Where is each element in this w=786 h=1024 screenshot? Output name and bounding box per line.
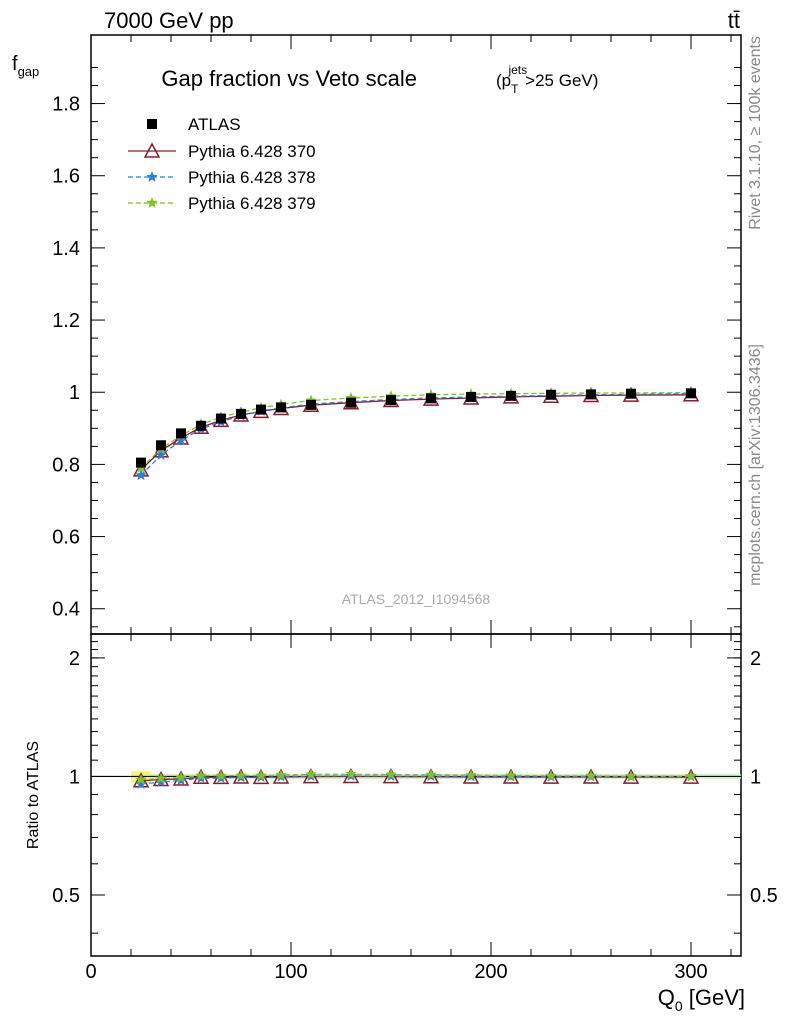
chart-title: Gap fraction vs Veto scale: [161, 66, 417, 91]
ratio-point: [385, 768, 397, 780]
ratio-point: [255, 769, 267, 781]
process-label: tt̄: [728, 8, 740, 33]
x-tick-label: 300: [674, 961, 707, 983]
legend-marker: [146, 171, 158, 182]
ratio-point: [545, 769, 557, 781]
x-axis-label: Q0 [GeV]: [658, 985, 745, 1014]
data-point: [586, 389, 596, 400]
data-point: [345, 392, 357, 403]
data-point: [506, 390, 516, 401]
series-2: [135, 387, 697, 481]
x-tick-label: 0: [85, 961, 96, 983]
data-point: [196, 420, 206, 431]
y-axis-label: fgap: [12, 53, 39, 79]
ratio-point: [685, 770, 697, 781]
ratio-tick-label: 1: [69, 766, 80, 788]
data-point: [426, 393, 436, 404]
ratio-point: [462, 768, 480, 784]
ratio-point: [135, 778, 147, 789]
ratio-point: [215, 769, 227, 781]
ratio-line: [140, 773, 691, 781]
ratio-point: [422, 768, 440, 784]
data-point: [276, 402, 286, 413]
series-0: [136, 388, 696, 468]
y-tick-label: 0.6: [52, 527, 80, 549]
ratio-tick-label: 0.5: [52, 885, 80, 907]
ratio-plot-frame: [90, 633, 742, 957]
legend-marker: [146, 197, 158, 208]
data-point: [156, 440, 166, 451]
legend-marker: [147, 119, 157, 129]
analysis-id-watermark: ATLAS_2012_I1094568: [342, 591, 491, 607]
data-point: [155, 449, 167, 460]
ratio-point: [135, 773, 147, 785]
data-point: [216, 413, 226, 424]
x-tick-label: 100: [274, 961, 307, 983]
ratio-point: [345, 768, 357, 779]
y-tick-label: 1.2: [52, 310, 80, 332]
ratio-line: [140, 775, 692, 785]
ratio-point: [235, 769, 247, 781]
data-point: [256, 404, 266, 415]
data-point: [236, 408, 246, 419]
series-1: [132, 386, 700, 477]
ratio-tick-label: 2: [750, 648, 761, 670]
legend-entry: Pythia 6.428 378: [128, 168, 316, 187]
ratio-tick-label: 1: [750, 766, 761, 788]
data-point: [306, 399, 316, 410]
data-point: [466, 391, 476, 402]
y-tick-label: 1.8: [52, 94, 80, 116]
collision-label: 7000 GeV pp: [104, 8, 234, 33]
ratio-point: [465, 769, 477, 780]
data-point: [135, 469, 147, 481]
legend-marker: [143, 142, 161, 158]
legend-label: Pythia 6.428 370: [188, 142, 316, 161]
ratio-point: [175, 771, 187, 783]
legend-label: Pythia 6.428 379: [188, 194, 316, 213]
data-point: [686, 388, 696, 399]
data-point: [136, 457, 146, 468]
data-point: [175, 434, 187, 446]
y-tick-label: 1.6: [52, 166, 80, 188]
ratio-tick-label: 2: [69, 648, 80, 670]
ratio-tick-label: 0.5: [750, 885, 778, 907]
x-tick-label: 200: [474, 961, 507, 983]
ratio-point: [382, 768, 400, 784]
ratio-point: [195, 769, 207, 781]
data-point: [346, 397, 356, 408]
y-tick-label: 1: [69, 382, 80, 404]
ratio-point: [305, 768, 317, 780]
data-point: [386, 395, 396, 406]
legend-label: ATLAS: [188, 115, 241, 134]
ratio-y-axis-label: Ratio to ATLAS: [25, 741, 42, 849]
ratio-point: [302, 768, 320, 784]
ratio-point: [132, 772, 150, 788]
ratio-series-3: [135, 768, 697, 785]
series-line: [140, 391, 692, 469]
legend-entry: Pythia 6.428 379: [128, 194, 316, 213]
mcplots-source-label: mcplots.cern.ch [arXiv:1306.3436]: [747, 344, 764, 586]
y-tick-label: 1.4: [52, 238, 80, 260]
legend-entry: Pythia 6.428 370: [128, 142, 316, 161]
ratio-point: [585, 769, 597, 781]
data-point: [546, 389, 556, 400]
ratio-point: [342, 767, 360, 784]
series-line: [140, 394, 692, 471]
data-point: [626, 388, 636, 399]
series-line: [140, 393, 692, 476]
legend-entry: ATLAS: [147, 115, 241, 134]
ratio-point: [425, 768, 437, 780]
ratio-point: [275, 769, 287, 780]
ratio-point: [625, 770, 637, 781]
ratio-point: [155, 776, 167, 787]
ratio-point: [155, 772, 167, 784]
rivet-version-label: Rivet 3.1.10, ≥ 100k events: [747, 36, 764, 230]
ratio-point: [505, 769, 517, 781]
y-tick-label: 0.8: [52, 454, 80, 476]
legend-label: Pythia 6.428 378: [188, 168, 316, 187]
data-point: [176, 428, 186, 439]
chart-title-cut: (pTjets >25 GeV): [496, 63, 598, 96]
y-tick-label: 0.4: [52, 599, 80, 621]
